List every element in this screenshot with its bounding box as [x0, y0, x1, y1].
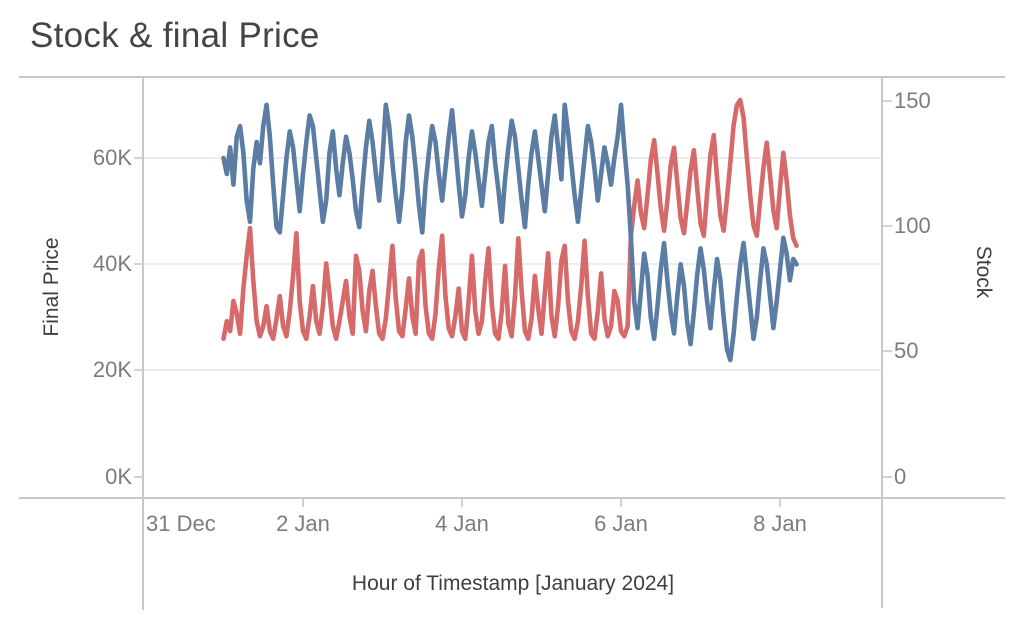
pane-border-right [881, 76, 883, 608]
right-axis-label-100: 100 [894, 213, 931, 238]
left-axis-label-60k: 60K [92, 145, 132, 170]
left-axis-label-0k: 0K [105, 464, 132, 489]
right-tick-0 [883, 476, 892, 478]
chart-title: Stock & final Price [30, 16, 320, 55]
stock-line[interactable] [221, 97, 799, 342]
final-price-line[interactable] [221, 102, 799, 363]
gridline-60k [144, 157, 881, 159]
left-axis-label-20k: 20K [92, 357, 132, 382]
pane-border-top [19, 76, 1005, 78]
left-tick-20k [134, 369, 143, 371]
gridline-20k [144, 369, 881, 371]
x-axis-title: Hour of Timestamp [January 2024] [351, 572, 675, 595]
x-tick-8jan [779, 499, 781, 507]
gridline-40k [144, 263, 881, 265]
x-axis-label-2jan: 2 Jan [276, 511, 330, 536]
left-axis-label-40k: 40K [92, 251, 132, 276]
pane-border-left [142, 76, 144, 610]
right-axis-label-150: 150 [894, 88, 931, 113]
left-tick-60k [134, 157, 143, 159]
x-tick-6jan [620, 499, 622, 507]
right-tick-100 [883, 225, 892, 227]
right-tick-150 [883, 100, 892, 102]
x-axis-label-6jan: 6 Jan [594, 511, 648, 536]
x-axis-label-8jan: 8 Jan [753, 511, 807, 536]
x-tick-4jan [461, 499, 463, 507]
right-axis-label-0: 0 [894, 464, 907, 489]
x-axis-label-4jan: 4 Jan [435, 511, 489, 536]
x-tick-2jan [302, 499, 304, 507]
right-axis-label-50: 50 [894, 338, 919, 363]
left-tick-0k [134, 476, 143, 478]
pane-border-bottom [19, 497, 1005, 499]
x-axis-label-31dec: 31 Dec [146, 511, 216, 536]
left-tick-40k [134, 263, 143, 265]
right-tick-50 [883, 350, 892, 352]
